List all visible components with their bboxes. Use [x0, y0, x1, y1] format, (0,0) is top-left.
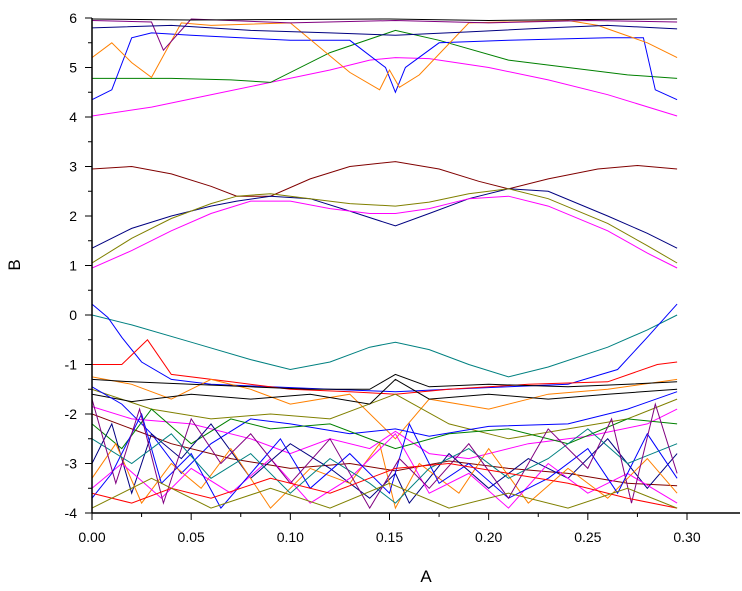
- series-line-29: [92, 477, 678, 509]
- x-tick-label: 0.25: [574, 529, 601, 545]
- y-tick-label: -3: [65, 456, 78, 472]
- series-line-19: [92, 406, 678, 460]
- series-line-11: [92, 24, 678, 36]
- series-line-17: [92, 378, 678, 405]
- series-line-18: [92, 386, 678, 475]
- series-line-4: [92, 195, 678, 269]
- series-line-1: [92, 161, 678, 197]
- y-tick-label: -1: [65, 357, 78, 373]
- series-line-20: [92, 413, 678, 487]
- y-tick-label: 2: [69, 208, 77, 224]
- x-tick-label: 0.20: [475, 529, 502, 545]
- series-line-13: [92, 303, 678, 393]
- y-tick-label: 0: [69, 307, 77, 323]
- axes: [91, 18, 740, 514]
- series-line-8: [92, 19, 678, 91]
- x-tick-label: 0.15: [376, 529, 403, 545]
- series-line-5: [92, 57, 678, 117]
- series-line-15: [92, 376, 678, 440]
- series-line-23: [92, 442, 678, 510]
- series-line-28: [92, 462, 678, 509]
- y-tick-label: 4: [69, 109, 77, 125]
- y-tick-label: -2: [65, 406, 78, 422]
- series-line-14: [92, 339, 678, 395]
- series-line-2: [92, 188, 678, 249]
- series-line-24: [92, 432, 678, 509]
- x-tick-label: 0.10: [277, 529, 304, 545]
- y-tick-label: 1: [69, 258, 77, 274]
- ticks: 0.00 0.05 0.10 0.15 0.20 0.25 0.30 -4 -3 -2 -1 0 1 2 3…: [65, 10, 701, 545]
- plot-area: [92, 18, 678, 510]
- series-line-6: [92, 29, 678, 83]
- series-line-7: [92, 32, 678, 101]
- x-tick-label: 0.05: [178, 529, 205, 545]
- series-line-26: [92, 428, 678, 504]
- y-axis-label: B: [5, 259, 24, 270]
- series-line-9: [92, 18, 678, 52]
- series-line-25: [92, 412, 678, 509]
- series-line-10: [92, 18, 678, 22]
- y-tick-label: 6: [69, 10, 77, 26]
- x-axis-label: A: [420, 567, 432, 586]
- series-line-3: [92, 188, 678, 264]
- y-tick-label: 3: [69, 159, 77, 175]
- x-tick-label: 0.30: [673, 529, 700, 545]
- y-tick-label: -4: [65, 505, 78, 521]
- series-line-27: [92, 398, 678, 510]
- y-tick-label: 5: [69, 60, 77, 76]
- series-line-12: [92, 314, 678, 378]
- x-tick-label: 0.00: [78, 529, 105, 545]
- series-line-30: [92, 373, 678, 390]
- series-line-16: [92, 388, 678, 440]
